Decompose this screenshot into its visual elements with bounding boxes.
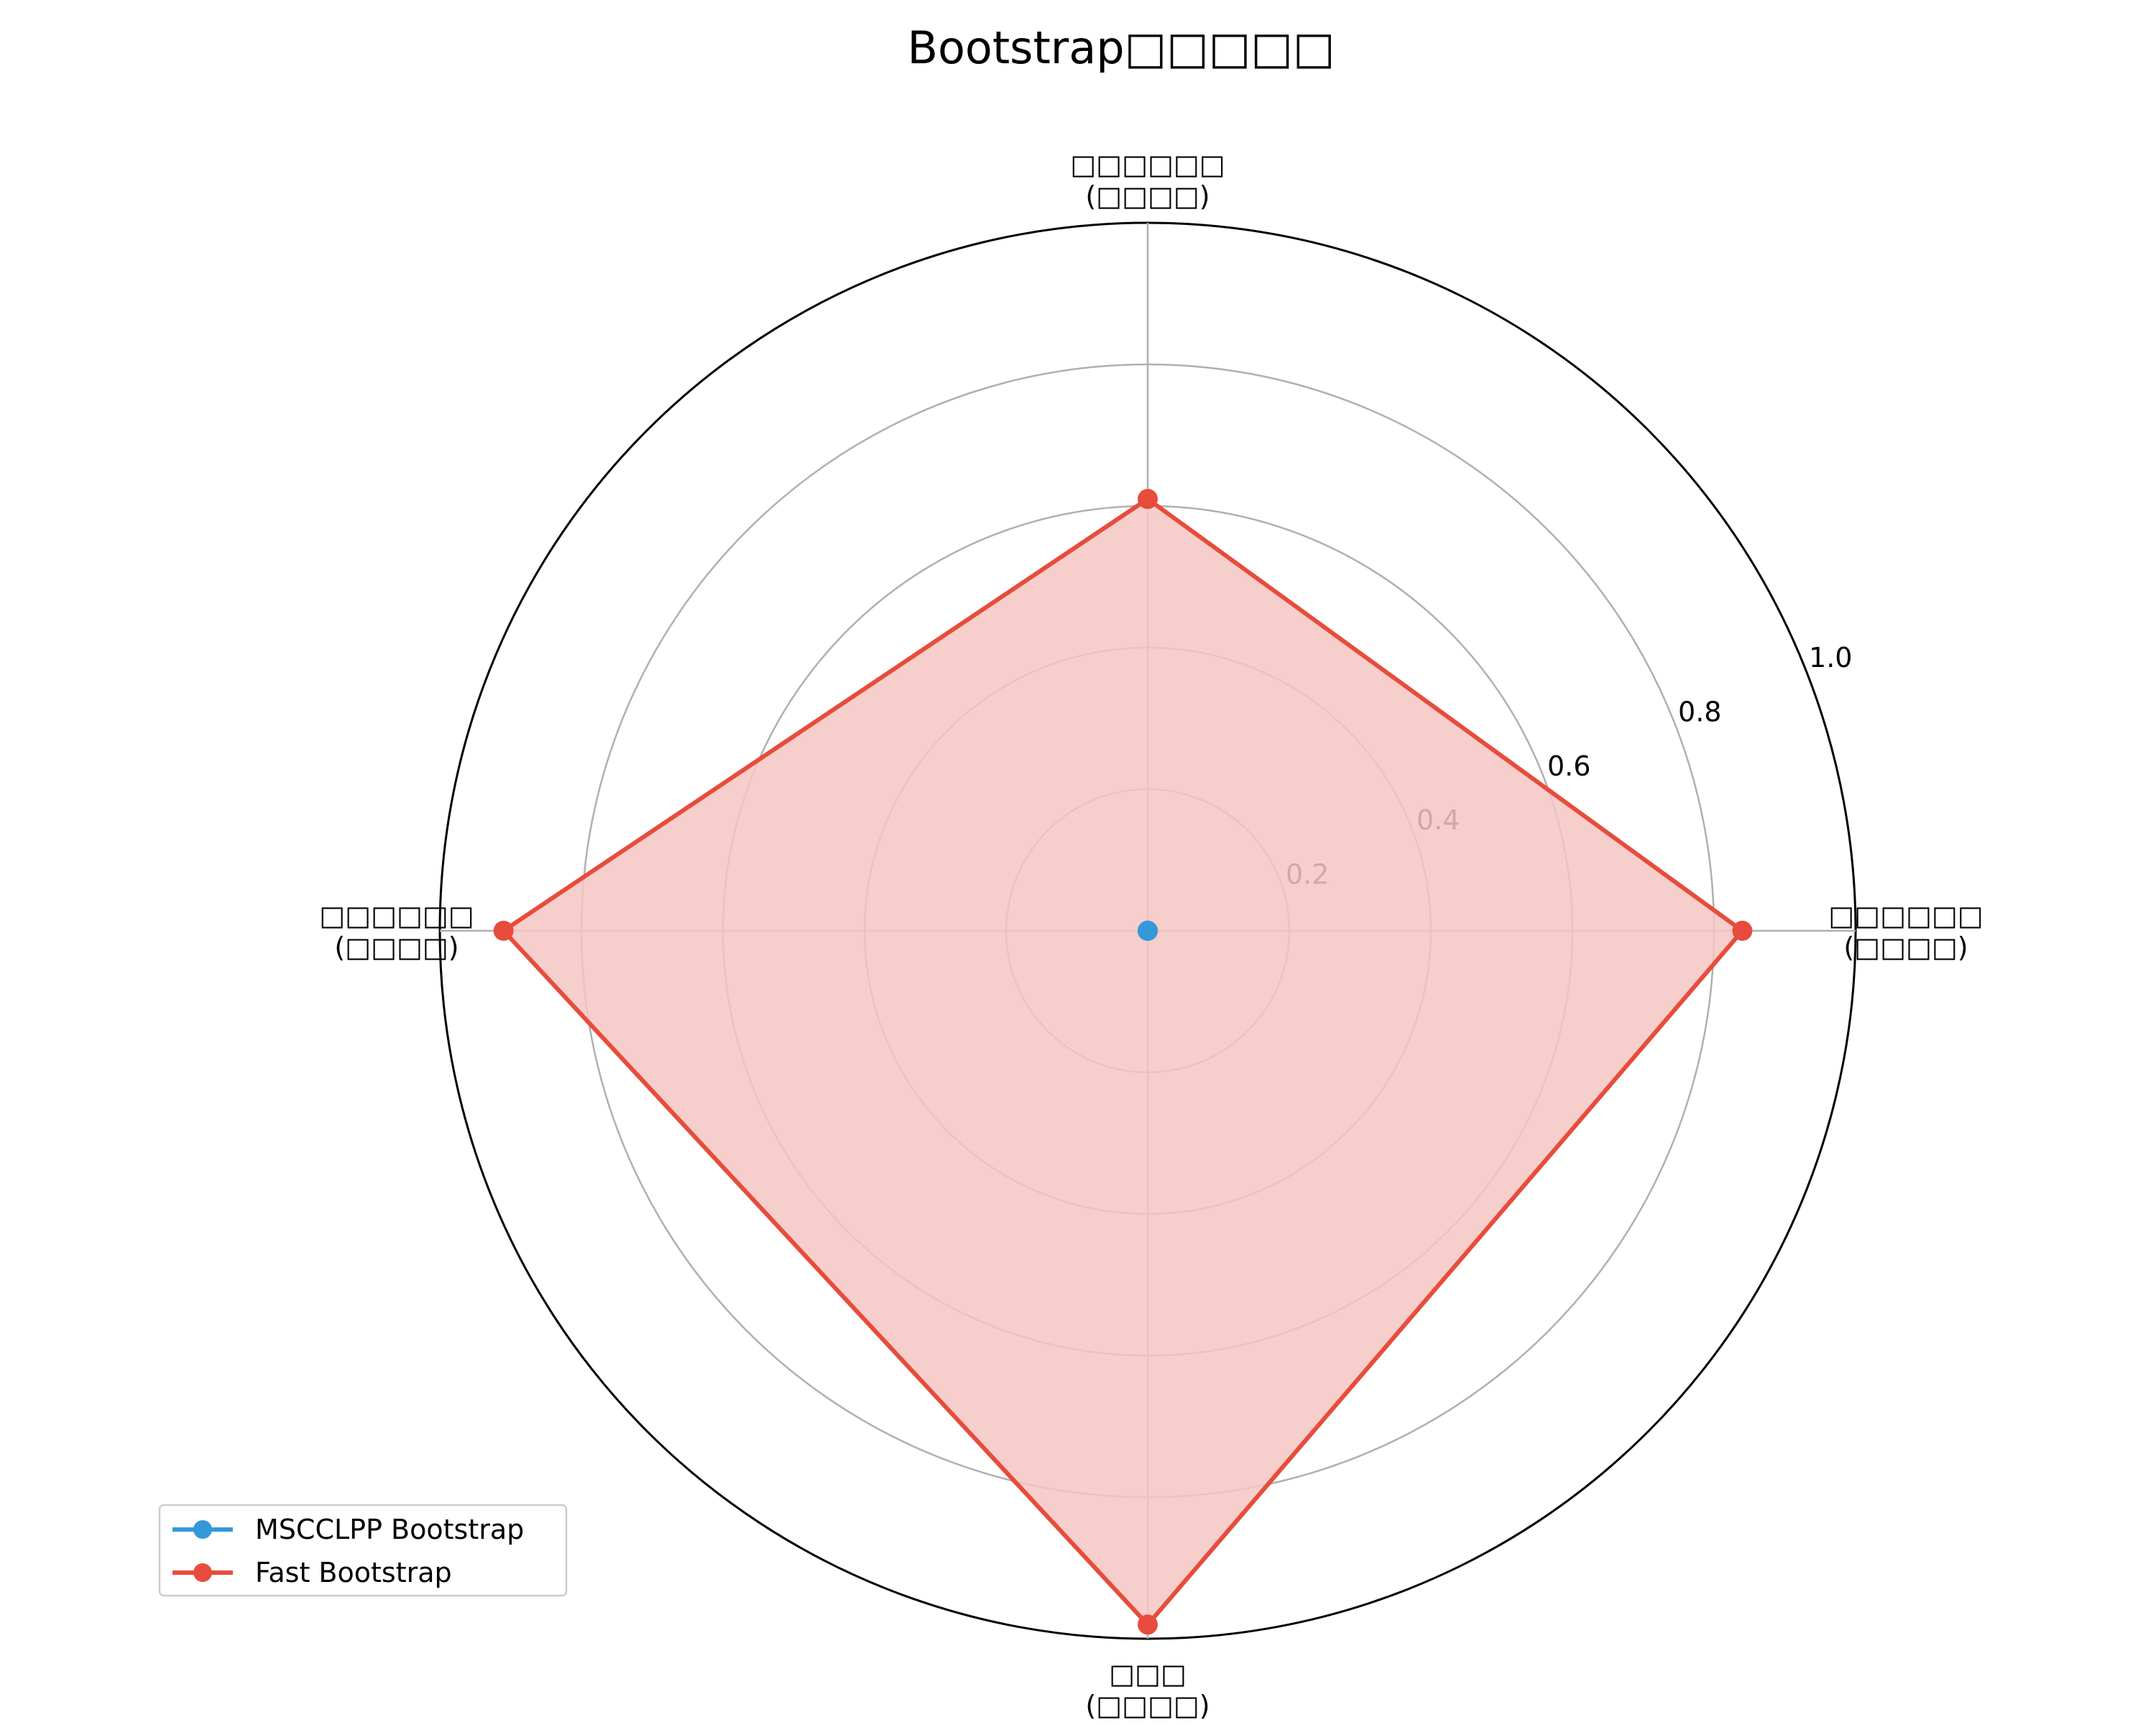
legend-label-msccLpp: MSCCLPP Bootstrap (255, 1514, 524, 1545)
axis-label-line2: (□□□□) (1085, 1690, 1210, 1721)
series-point-1-2 (1138, 1614, 1158, 1635)
legend-label-fast: Fast Bootstrap (255, 1557, 452, 1588)
axis-label-1: □□□□□□ (□□□□) (1070, 149, 1225, 212)
legend: MSCCLPP Bootstrap Fast Bootstrap (158, 1504, 568, 1597)
series-point-1-1 (1138, 489, 1158, 510)
legend-entry-msccLpp: MSCCLPP Bootstrap (172, 1514, 524, 1545)
legend-entry-fast: Fast Bootstrap (172, 1557, 452, 1588)
axis-label-line1: □□□ (1109, 1658, 1187, 1690)
axis-label-line1: □□□□□□ (1070, 149, 1225, 180)
series-layer (493, 489, 1753, 1635)
axis-label-line2: (□□□□) (1085, 180, 1210, 212)
legend-box (158, 1504, 568, 1597)
series-point-1-0 (1732, 921, 1753, 941)
radial-tick-label: 0.8 (1678, 696, 1721, 727)
series-point-0-3 (1138, 921, 1158, 941)
axis-label-line2: (□□□□) (334, 932, 459, 963)
legend-marker-msccLpp (193, 1520, 212, 1539)
axis-label-3: □□□□□□ (□□□□) (319, 900, 474, 963)
axis-label-2: □□□ (□□□□) (1085, 1658, 1210, 1721)
series-point-1-3 (493, 921, 514, 941)
axis-label-line1: □□□□□□ (319, 900, 474, 932)
radial-tick-label: 1.0 (1809, 642, 1852, 673)
radial-tick-label: 0.6 (1547, 750, 1590, 782)
legend-marker-fast (193, 1563, 212, 1582)
axis-label-line2: (□□□□) (1843, 932, 1968, 963)
series-fill-1 (503, 499, 1743, 1625)
chart-title: Bootstrap□□□□□ (907, 22, 1335, 74)
axis-label-line1: □□□□□□ (1828, 900, 1983, 932)
axis-label-0: □□□□□□ (□□□□) (1828, 900, 1983, 963)
axis-labels: □□□□□□ (□□□□)□□□□□□ (□□□□)□□□ (□□□□)□□□□□□(… (319, 149, 1983, 1721)
